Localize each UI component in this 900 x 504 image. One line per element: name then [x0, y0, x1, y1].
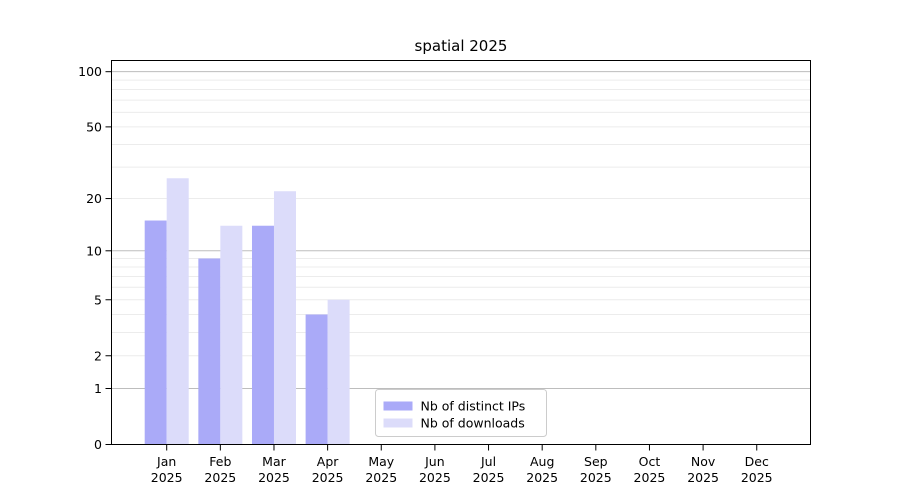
x-tick-label-year: 2025 [204, 470, 236, 485]
y-tick-label: 20 [86, 191, 102, 206]
x-tick-label-month: Mar [262, 454, 286, 469]
x-tick-label-month: Aug [530, 454, 554, 469]
x-tick-label-year: 2025 [473, 470, 505, 485]
bars [144, 178, 350, 445]
legend-swatch-distinct-ips [383, 401, 413, 411]
bar-distinct-ips-feb [198, 258, 221, 445]
x-tick-label-month: May [368, 454, 394, 469]
axes: 0125102050100Jan2025Feb2025Mar2025Apr202… [78, 60, 811, 485]
x-tick-label-month: Dec [745, 454, 769, 469]
bar-downloads-jan [166, 178, 189, 445]
y-tick-label: 10 [86, 243, 102, 258]
bar-distinct-ips-jan [144, 220, 167, 445]
x-tick-label-month: Jun [424, 454, 445, 469]
x-tick-label-month: Apr [317, 454, 339, 469]
x-tick-label-year: 2025 [151, 470, 183, 485]
x-tick-label-year: 2025 [634, 470, 666, 485]
x-tick-label-year: 2025 [687, 470, 719, 485]
legend-swatch-downloads [383, 418, 413, 428]
x-tick-label-month: Jul [480, 454, 496, 469]
legend-box [375, 389, 547, 437]
x-tick-label-year: 2025 [258, 470, 290, 485]
x-tick-label-month: Sep [584, 454, 608, 469]
bar-distinct-ips-mar [251, 225, 274, 445]
legend-label-distinct-ips: Nb of distinct IPs [421, 399, 526, 414]
y-tick-label: 1 [94, 381, 102, 396]
x-tick-label-month: Jan [156, 454, 176, 469]
x-tick-label-year: 2025 [526, 470, 558, 485]
plot-border [111, 60, 811, 445]
legend: Nb of distinct IPs Nb of downloads [375, 389, 547, 437]
x-tick-label-year: 2025 [312, 470, 344, 485]
y-tick-label: 5 [94, 292, 102, 307]
bar-downloads-feb [220, 225, 243, 445]
x-tick-label-year: 2025 [365, 470, 397, 485]
x-tick-label-year: 2025 [741, 470, 773, 485]
bar-distinct-ips-apr [305, 314, 328, 445]
y-tick-label: 100 [78, 64, 102, 79]
y-tick-label: 2 [94, 348, 102, 363]
chart-title: spatial 2025 [415, 37, 508, 55]
x-tick-label-month: Feb [209, 454, 231, 469]
x-tick-label-year: 2025 [419, 470, 451, 485]
bar-downloads-mar [273, 191, 296, 445]
x-tick-label-month: Nov [691, 454, 716, 469]
legend-label-downloads: Nb of downloads [421, 416, 525, 431]
x-tick-label-month: Oct [639, 454, 661, 469]
y-tick-label: 50 [86, 119, 102, 134]
bar-downloads-apr [327, 299, 350, 445]
x-tick-label-year: 2025 [580, 470, 612, 485]
y-tick-label: 0 [94, 437, 102, 452]
